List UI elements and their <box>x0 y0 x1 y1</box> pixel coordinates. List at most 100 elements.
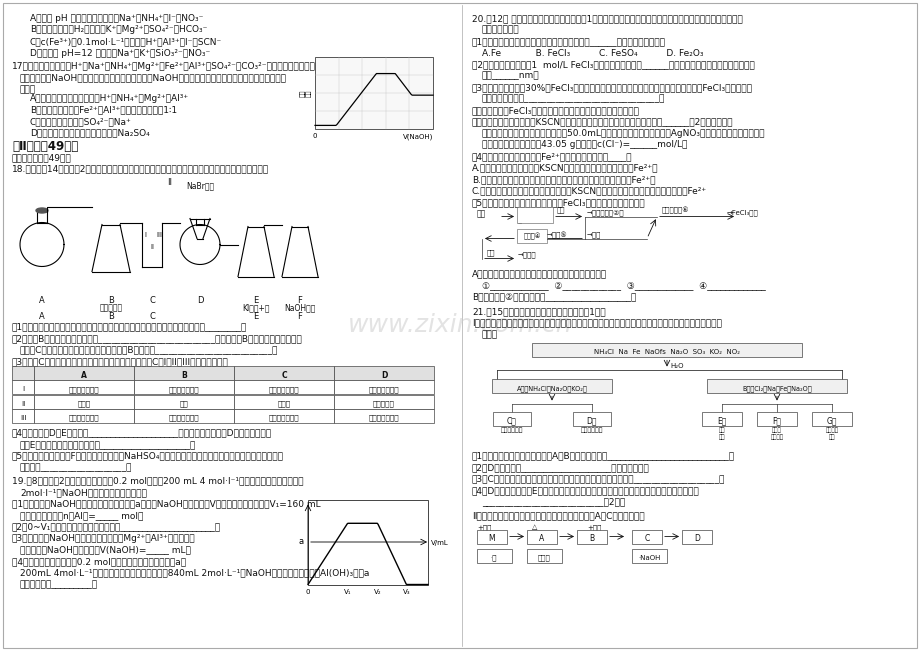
Text: C．原溶液中确定含有SO₄²⁻和Na⁺: C．原溶液中确定含有SO₄²⁻和Na⁺ <box>30 117 131 126</box>
Text: C组: C组 <box>506 416 516 425</box>
Bar <box>334 367 434 380</box>
Text: 湿润的有色布条: 湿润的有色布条 <box>168 414 199 421</box>
Text: （5）欲从废水中回收铜，并重新获得FeCl₃溶液设计试验方案如下：: （5）欲从废水中回收铜，并重新获得FeCl₃溶液设计试验方案如下： <box>471 198 645 207</box>
Text: D: D <box>693 534 699 543</box>
Bar <box>527 529 556 544</box>
Text: 加注量④: 加注量④ <box>523 233 540 240</box>
Text: NH₄Cl  Na  Fe  NaOfs  Na₂O  SO₃  KO₂  NO₂: NH₄Cl Na Fe NaOfs Na₂O SO₃ KO₂ NO₂ <box>594 350 739 355</box>
Text: 浓硫酸: 浓硫酸 <box>278 400 290 407</box>
Bar <box>334 395 434 408</box>
Text: 水溶液呈酸性: 水溶液呈酸性 <box>500 428 523 433</box>
Text: NaBr溶液: NaBr溶液 <box>186 182 214 191</box>
Text: D: D <box>380 371 387 380</box>
Bar <box>811 411 851 426</box>
Text: 填空：: 填空： <box>482 330 497 339</box>
Text: F组: F组 <box>772 416 780 425</box>
Text: C.向试管中加入试液，滴入氯水，再滴入KSCN溶液，若呈血红色，证明原溶液中含有Fe²⁺: C.向试管中加入试液，滴入氯水，再滴入KSCN溶液，若呈血红色，证明原溶液中含有… <box>471 186 707 195</box>
Text: 0: 0 <box>305 589 310 594</box>
Bar <box>233 367 334 380</box>
Text: 无水氯化钙: 无水氯化钙 <box>373 400 394 407</box>
Text: V₃: V₃ <box>403 589 410 594</box>
Text: A.向试管中加入试液，滴入KSCN溶液，若显血红色，证明含有Fe²⁺。: A.向试管中加入试液，滴入KSCN溶液，若显血红色，证明含有Fe²⁺。 <box>471 163 658 173</box>
Ellipse shape <box>36 208 48 213</box>
Bar <box>706 380 846 393</box>
Text: B.向试管中加入试液，滴入酸性高锰酸钾溶液，若褪色，证明含有Fe²⁺。: B.向试管中加入试液，滴入酸性高锰酸钾溶液，若褪色，证明含有Fe²⁺。 <box>471 175 655 184</box>
Text: （3）装置C的试验目的是检验氯气是否具有漂白性，为此C中I、II、III依次放入＿＿。: （3）装置C的试验目的是检验氯气是否具有漂白性，为此C中I、II、III依次放入… <box>12 357 229 366</box>
Text: B: B <box>108 296 114 305</box>
Text: www.zixin.com.cn: www.zixin.com.cn <box>347 313 572 337</box>
Bar <box>34 367 134 380</box>
Text: 解释缘由___________________。: 解释缘由___________________。 <box>20 463 132 472</box>
Text: 装置E中，振荡，观察到的现象是____________________。: 装置E中，振荡，观察到的现象是____________________。 <box>20 440 196 449</box>
Bar <box>631 529 662 544</box>
Text: I: I <box>144 232 146 238</box>
Text: 水不与
化物反应: 水不与 化物反应 <box>770 428 783 439</box>
Text: 首先取少量待测溶液，滴入KSCN溶液呈红色，则溶液中含有的金属阳离子是______（2分），在此基: 首先取少量待测溶液，滴入KSCN溶液呈红色，则溶液中含有的金属阳离子是_____… <box>471 117 732 126</box>
Text: （4）若要验证该溶液中含有Fe²⁺，正确的试验方法是____。: （4）若要验证该溶液中含有Fe²⁺，正确的试验方法是____。 <box>471 152 632 161</box>
Text: B．加入铝粉生成H₂的溶液：K⁺、Mg²⁺、SO₄²⁻、HCO₃⁻: B．加入铝粉生成H₂的溶液：K⁺、Mg²⁺、SO₄²⁻、HCO₃⁻ <box>30 25 207 35</box>
Text: C．c(Fe³⁺)＝0.1mol·L⁻¹的溶液：H⁺、Al³⁺、I⁻、SCN⁻: C．c(Fe³⁺)＝0.1mol·L⁻¹的溶液：H⁺、Al³⁺、I⁻、SCN⁻ <box>30 37 222 46</box>
Text: 某校同学为测定FeCl₃腐蚀铜后所得溶液的组成，进行了如下试验：: 某校同学为测定FeCl₃腐蚀铜后所得溶液的组成，进行了如下试验： <box>471 106 640 115</box>
Text: （2）D组物质包括____________________（填化学式）。: （2）D组物质包括____________________（填化学式）。 <box>471 463 649 472</box>
Bar <box>492 380 611 393</box>
Text: 过滤: 过滤 <box>556 206 565 213</box>
Bar <box>334 408 434 422</box>
Text: A: A <box>40 296 45 305</box>
Bar <box>34 380 134 395</box>
Text: 21.（15分；除注明分数的小题之外，其余为1分）: 21.（15分；除注明分数的小题之外，其余为1分） <box>471 307 605 316</box>
Bar <box>476 549 512 562</box>
Text: 20.（12分 除注明分数的小题之外，其余为1分）铁是人类较早使用的金属之一，运用铁及其化合物的学问，: 20.（12分 除注明分数的小题之外，其余为1分）铁是人类较早使用的金属之一，运… <box>471 14 742 23</box>
Bar <box>314 57 433 129</box>
Text: （3）C组物质中某一物质在常温和缓与冷水反应，其化学方程式为___________________。: （3）C组物质中某一物质在常温和缓与冷水反应，其化学方程式为__________… <box>471 475 724 484</box>
Text: V₂: V₂ <box>373 589 381 594</box>
Text: +稀酸: +稀酸 <box>476 525 491 531</box>
Text: B: B <box>589 534 594 543</box>
Bar <box>134 395 233 408</box>
Text: A组（NH₄Cl、Na₂O、KO₂）: A组（NH₄Cl、Na₂O、KO₂） <box>516 385 586 392</box>
Bar <box>12 367 34 380</box>
Text: +稀酸: +稀酸 <box>586 525 601 531</box>
Text: 湿润的有色布条: 湿润的有色布条 <box>268 386 299 393</box>
Text: 二、填空题（共49分）: 二、填空题（共49分） <box>12 153 72 162</box>
Text: 围是______nm。: 围是______nm。 <box>482 72 539 81</box>
Bar <box>576 529 607 544</box>
Text: 应的离子方程式：______________________________。: 应的离子方程式：______________________________。 <box>482 94 664 104</box>
Text: 干燥的有色布条: 干燥的有色布条 <box>168 386 199 393</box>
Bar <box>34 408 134 422</box>
Bar <box>516 230 547 243</box>
Text: A．能使 pH 试纸呈红色的溶液：Na⁺、NH₄⁺、I⁻、NO₃⁻: A．能使 pH 试纸呈红色的溶液：Na⁺、NH₄⁺、I⁻、NO₃⁻ <box>30 14 203 23</box>
Text: A: A <box>40 312 45 322</box>
Text: 时，则金属粉末中n（Al）=_____ mol；: 时，则金属粉末中n（Al）=_____ mol； <box>20 511 143 520</box>
Text: 进行时C中是否发生堵塞，请写动身生堵塞时B中的现象__________________________。: 进行时C中是否发生堵塞，请写动身生堵塞时B中的现象_______________… <box>20 346 278 355</box>
Text: （1）上述第一级分类标准（分成A、B组的依据）是：___________________________。: （1）上述第一级分类标准（分成A、B组的依据）是：_______________… <box>471 452 734 460</box>
Text: E: E <box>253 296 258 305</box>
Text: B组（Cl₂、Na、Fe、Na₂O）: B组（Cl₂、Na、Fe、Na₂O） <box>742 385 811 392</box>
Text: III: III <box>20 415 26 421</box>
Text: 湿润的有色布条: 湿润的有色布条 <box>69 414 99 421</box>
Text: ___________________________（2分）: ___________________________（2分） <box>482 497 625 506</box>
Text: （1）若在滴加NaOH溶液的过程中，沉淀质量a随加入NaOH溶液的体积V变化状况如图所示，当V₁=160 mL: （1）若在滴加NaOH溶液的过程中，沉淀质量a随加入NaOH溶液的体积V变化状况… <box>12 499 321 508</box>
Text: 19.（8分；每空2分）氯镁的混合物共0.2 mol，溶于200 mL 4 mol·l⁻¹的盐酸溶液中，然后再逐加: 19.（8分；每空2分）氯镁的混合物共0.2 mol，溶于200 mL 4 mo… <box>12 477 303 486</box>
Text: 17．某溶液中可能含有H⁺、Na⁺、NH₄⁺、Mg²⁺、Fe²⁺、Al³⁺、SO₄²⁻、CO₃²⁻等离子，当向该溶液中加入确定物: 17．某溶液中可能含有H⁺、Na⁺、NH₄⁺、Mg²⁺、Fe²⁺、Al³⁺、SO… <box>12 62 347 71</box>
Text: 干燥的有色布条: 干燥的有色布条 <box>268 414 299 421</box>
Text: 2mol·l⁻¹的NaOH溶液，回答若干列问题：: 2mol·l⁻¹的NaOH溶液，回答若干列问题： <box>20 488 147 497</box>
Text: →滤液⑤: →滤液⑤ <box>547 232 567 239</box>
Text: 加过量金
属①: 加过量金 属① <box>517 210 535 225</box>
Text: I: I <box>22 387 24 393</box>
Bar <box>233 408 334 422</box>
Text: V₁: V₁ <box>344 589 351 594</box>
Text: →FeCl₃溶液: →FeCl₃溶液 <box>726 210 758 216</box>
Text: B．原溶液中含有的Fe²⁺和Al³⁺的物质的量之比为1∶1: B．原溶液中含有的Fe²⁺和Al³⁺的物质的量之比为1∶1 <box>30 105 177 115</box>
Bar <box>134 408 233 422</box>
Text: 完成下列问题。: 完成下列问题。 <box>482 25 519 35</box>
Text: C: C <box>643 534 649 543</box>
Text: →滤液（含有②）: →滤液（含有②） <box>586 210 624 216</box>
Text: C: C <box>149 296 154 305</box>
Text: Ⅰ、以足依据确定的分类标准，对某些物质与水的反应状况进行分类的分类图，请依据你所学的学问按要求: Ⅰ、以足依据确定的分类标准，对某些物质与水的反应状况进行分类的分类图，请依据你所… <box>471 318 721 327</box>
Bar <box>12 380 34 395</box>
Text: 第Ⅱ卷（共49分）: 第Ⅱ卷（共49分） <box>12 140 78 153</box>
Bar <box>34 395 134 408</box>
Text: 沉淀
的量: 沉淀 的量 <box>300 89 312 97</box>
Text: A请写出上述试验中加入或生成的有关物质的化学方式：: A请写出上述试验中加入或生成的有关物质的化学方式： <box>471 270 607 279</box>
Text: 废液: 废液 <box>476 210 486 219</box>
